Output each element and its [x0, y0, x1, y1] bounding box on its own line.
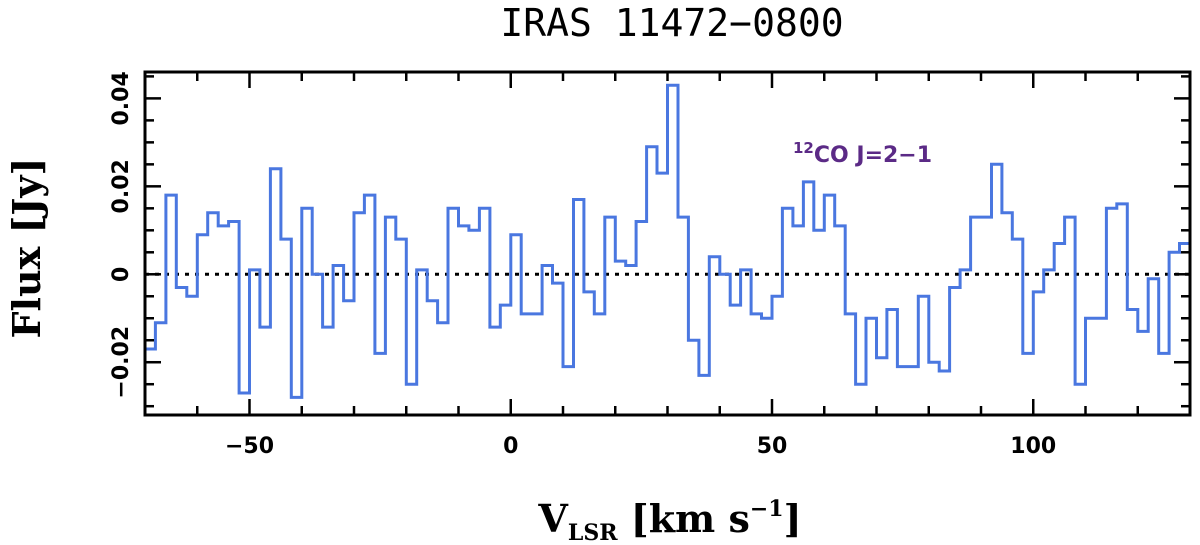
annotation-isotope: 12: [793, 139, 814, 157]
x-axis-tick-labels: −50 0 50 100: [225, 434, 1056, 459]
x-axis-ticks: [143, 72, 1192, 415]
x-tick-label: 100: [1010, 434, 1056, 459]
spectrum-step-line: [145, 83, 1192, 399]
annotation-label: CO J=2−1: [814, 143, 932, 168]
line-annotation: 12CO J=2−1: [793, 139, 932, 168]
y-axis-label: Flux [Jy]: [4, 158, 49, 339]
y-tick-label: 0: [109, 267, 134, 282]
y-tick-label: −0.02: [109, 326, 134, 399]
x-axis-label-superscript: −1: [750, 496, 784, 522]
y-tick-label: 0.04: [109, 71, 134, 125]
y-tick-label: 0.02: [109, 159, 134, 213]
y-axis-tick-labels: −0.02 0 0.02 0.04: [109, 71, 134, 398]
y-axis-ticks: [145, 75, 1190, 408]
x-axis-label-subscript: LSR: [568, 520, 618, 545]
x-axis-label-unit: [km s: [618, 496, 750, 541]
x-axis-label-main: V: [537, 496, 569, 541]
x-tick-label: −50: [225, 434, 274, 459]
chart-title: IRAS 11472−0800: [500, 1, 843, 45]
plot-area: −50 0 50 100 −0.02 0 0.02 0.04: [109, 70, 1192, 459]
x-tick-label: 0: [503, 434, 518, 459]
x-tick-label: 50: [757, 434, 788, 459]
x-axis-label: VLSR [km s−1]: [537, 496, 801, 545]
x-axis-label-close: ]: [784, 496, 802, 541]
